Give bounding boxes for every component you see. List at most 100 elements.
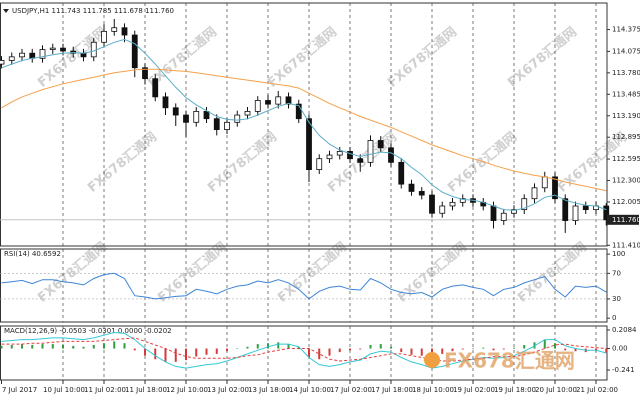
candle-body — [193, 111, 200, 123]
candle-body — [562, 198, 569, 221]
histogram-bar — [154, 348, 157, 360]
histogram-bar — [523, 344, 526, 349]
candle-body — [265, 100, 271, 105]
candle-body — [521, 198, 528, 211]
histogram-bar — [379, 344, 382, 349]
x-tick-label: 21 Jul 02:00 — [576, 386, 618, 394]
histogram-bar — [82, 346, 85, 349]
candle-body — [162, 96, 169, 109]
histogram-bar — [390, 346, 392, 349]
histogram-bar — [31, 344, 34, 349]
histogram-bar — [543, 339, 546, 349]
histogram-bar — [482, 347, 485, 349]
histogram-bar — [574, 348, 577, 352]
y-tick-label: 113.780 — [612, 69, 640, 77]
panel-frame — [0, 248, 608, 323]
candle-body — [121, 27, 128, 36]
histogram-bar — [554, 343, 556, 349]
y-tick-label: 30 — [612, 295, 621, 303]
x-tick-label: 17 Jul 02:00 — [330, 386, 372, 394]
candle-body — [203, 111, 210, 120]
candle-body — [80, 52, 87, 58]
histogram-bar — [349, 348, 351, 351]
x-tick-label: 20 Jul 10:00 — [535, 386, 577, 394]
x-tick-label: 7 Jul 2017 — [2, 386, 37, 394]
y-tick-label: 0.2084 — [612, 326, 637, 334]
candle-body — [49, 47, 56, 50]
histogram-bar — [236, 348, 239, 350]
x-tick-label: 13 Jul 18:00 — [248, 386, 290, 394]
x-tick-label: 18 Jul 10:00 — [412, 386, 454, 394]
candle-body — [398, 161, 405, 185]
histogram-bar — [174, 348, 177, 362]
line — [1, 68, 607, 192]
histogram-bar — [461, 348, 464, 350]
histogram-bar — [297, 346, 300, 349]
y-tick-label: 112.005 — [612, 198, 640, 206]
x-tick-label: 19 Jul 18:00 — [494, 386, 536, 394]
candle-body — [429, 194, 435, 214]
histogram-bar — [144, 348, 146, 356]
candle-body — [377, 140, 384, 149]
candle-body — [490, 205, 497, 221]
chart-title: USDJPY,H1 111.743 111.785 111.678 111.76… — [12, 7, 174, 15]
candle-body — [459, 198, 466, 203]
x-tick-label: 11 Jul 18:00 — [125, 386, 167, 394]
histogram-bar — [92, 344, 95, 349]
candle-body — [552, 176, 558, 200]
candle-body — [418, 191, 425, 196]
histogram-bar — [359, 348, 362, 350]
candle-body — [408, 183, 415, 192]
y-tick-label: 113.190 — [612, 112, 640, 120]
histogram-bar — [103, 343, 105, 349]
histogram-bar — [113, 341, 116, 349]
histogram-bar — [420, 348, 423, 356]
y-tick-label: 0.00 — [612, 345, 628, 353]
candle-body — [500, 212, 507, 221]
histogram-bar — [246, 346, 249, 349]
histogram-bar — [0, 345, 3, 349]
candle-body — [603, 205, 610, 221]
candle-body — [111, 27, 118, 32]
candle-body — [357, 158, 364, 163]
histogram-bar — [472, 348, 474, 350]
histogram-bar — [133, 348, 136, 351]
candle-body — [0, 60, 5, 65]
y-tick-label: 70 — [612, 269, 621, 277]
y-tick-label: 114.375 — [612, 26, 640, 34]
histogram-bar — [195, 348, 198, 357]
x-tick-label: 11 Jul 02:00 — [84, 386, 126, 394]
candle-body — [275, 96, 282, 105]
y-tick-label: -0.241 — [612, 366, 635, 374]
x-tick-label: 10 Jul 10:00 — [43, 386, 85, 394]
histogram-bar — [123, 343, 126, 349]
histogram-bar — [256, 344, 259, 349]
histogram-bar — [451, 348, 454, 352]
rsi-title: RSI(14) 40.6592 — [4, 250, 61, 258]
candle-body — [388, 147, 394, 163]
line — [1, 331, 607, 369]
macd-title: MACD(12,26,9) -0.0503 -0.0301 0.0000 -0.… — [4, 327, 172, 335]
candle-body — [449, 201, 456, 207]
histogram-bar — [564, 348, 567, 351]
candle-body — [172, 107, 179, 116]
histogram-bar — [10, 344, 13, 349]
candle-body — [285, 96, 292, 105]
line — [1, 38, 607, 211]
histogram-bar — [72, 345, 75, 349]
candle-body — [90, 41, 97, 58]
histogram-bar — [267, 343, 269, 349]
histogram-bar — [226, 348, 228, 352]
x-tick-label: 14 Jul 10:00 — [289, 386, 331, 394]
line — [1, 337, 607, 362]
x-tick-label: 17 Jul 18:00 — [371, 386, 413, 394]
candle-body — [244, 111, 251, 116]
candle-body — [19, 52, 25, 58]
candle-body — [511, 209, 517, 214]
histogram-bar — [287, 344, 290, 349]
histogram-bar — [410, 348, 413, 355]
candle-body — [101, 30, 107, 43]
histogram-bar — [492, 348, 495, 351]
histogram-bar — [513, 347, 515, 349]
